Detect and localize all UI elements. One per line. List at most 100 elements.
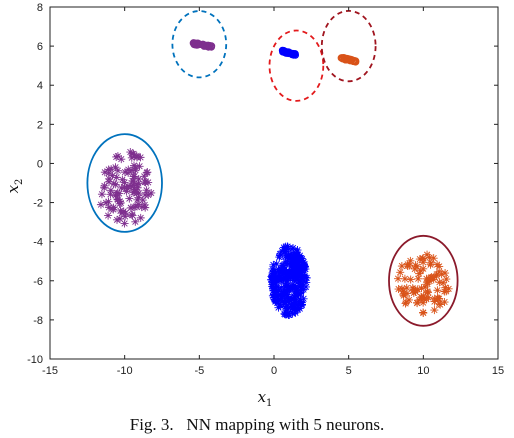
data-point (288, 274, 297, 283)
data-point (126, 148, 135, 157)
x-tick-label: -15 (42, 365, 58, 377)
data-point (116, 214, 125, 223)
data-point (281, 299, 290, 308)
data-point (121, 212, 130, 221)
y-tick-label: 0 (37, 158, 43, 170)
data-point (293, 275, 302, 284)
data-point (394, 285, 403, 294)
data-point (293, 288, 302, 297)
data-point (291, 282, 300, 291)
data-point (100, 183, 109, 192)
data-point (287, 262, 296, 271)
data-point (122, 187, 131, 196)
data-point (419, 298, 428, 307)
cluster-2 (267, 242, 311, 320)
x-tick-label: -5 (194, 365, 204, 377)
data-point (418, 254, 427, 263)
data-point (127, 153, 136, 162)
data-point (430, 297, 439, 306)
data-point (269, 260, 278, 269)
data-point (284, 309, 293, 318)
data-point (268, 264, 277, 273)
data-point (283, 292, 292, 301)
data-point (113, 166, 122, 175)
data-point (417, 284, 426, 293)
data-point (279, 289, 288, 298)
data-point (280, 248, 289, 257)
data-point (288, 267, 297, 276)
data-point (269, 269, 278, 278)
y-axis-ticks: -10 -8 -6 -4 -2 0 2 4 6 8 (27, 2, 498, 366)
data-point (134, 179, 143, 188)
data-point (439, 278, 448, 287)
data-point (268, 277, 277, 286)
data-point (399, 291, 408, 300)
data-point (403, 261, 412, 270)
data-point (435, 262, 444, 271)
data-point (275, 276, 284, 285)
data-point (286, 303, 295, 312)
y-tick-label: -8 (33, 315, 43, 327)
data-point (286, 251, 295, 260)
cluster-boundary-3 (388, 234, 459, 327)
data-point (397, 262, 406, 271)
data-point (297, 287, 306, 296)
data-point (434, 294, 443, 303)
y-tick-label: 2 (37, 119, 43, 131)
data-point (101, 198, 110, 207)
data-point (436, 300, 445, 309)
data-point (297, 268, 306, 277)
data-point (140, 200, 149, 209)
data-point (278, 269, 287, 278)
data-point (129, 172, 138, 181)
data-point (136, 153, 145, 162)
data-point (104, 211, 113, 220)
data-point (116, 206, 125, 215)
data-point (287, 245, 296, 254)
data-point (135, 162, 144, 171)
data-point (440, 298, 449, 307)
data-point (409, 288, 418, 297)
data-point (104, 197, 113, 206)
y-tick-label: -10 (27, 354, 43, 366)
data-point (281, 268, 290, 277)
data-point (283, 304, 292, 313)
data-point (411, 261, 420, 270)
data-point (117, 183, 126, 192)
data-point (277, 294, 286, 303)
data-point (116, 197, 125, 206)
data-point (113, 152, 122, 161)
data-point (400, 274, 409, 283)
data-point (120, 178, 129, 187)
data-point (416, 266, 425, 275)
data-point (140, 177, 149, 186)
cluster-4 (189, 39, 216, 51)
data-point (112, 152, 121, 161)
data-point (129, 177, 138, 186)
figure-caption: Fig. 3. NN mapping with 5 neurons. (130, 415, 385, 434)
cluster-boundary-1 (86, 133, 163, 233)
data-point (298, 254, 307, 263)
data-point (405, 295, 414, 304)
data-point (106, 186, 115, 195)
data-point (142, 186, 151, 195)
x-axis-label: x1 (258, 388, 273, 409)
data-point (100, 168, 109, 177)
data-point (406, 275, 415, 284)
data-point (275, 271, 284, 280)
data-point (288, 283, 297, 292)
y-tick-label: -2 (33, 198, 43, 210)
y-tick-label: 4 (37, 80, 43, 92)
data-point (301, 282, 310, 291)
data-point (140, 172, 149, 181)
data-point (442, 287, 451, 296)
data-point (289, 50, 297, 58)
cluster-5 (278, 46, 299, 59)
y-tick-label: 8 (37, 2, 43, 14)
data-point (281, 245, 290, 254)
data-point (293, 246, 302, 255)
data-point (273, 298, 282, 307)
data-point (125, 194, 134, 203)
data-point (441, 269, 450, 278)
data-point (289, 272, 298, 281)
